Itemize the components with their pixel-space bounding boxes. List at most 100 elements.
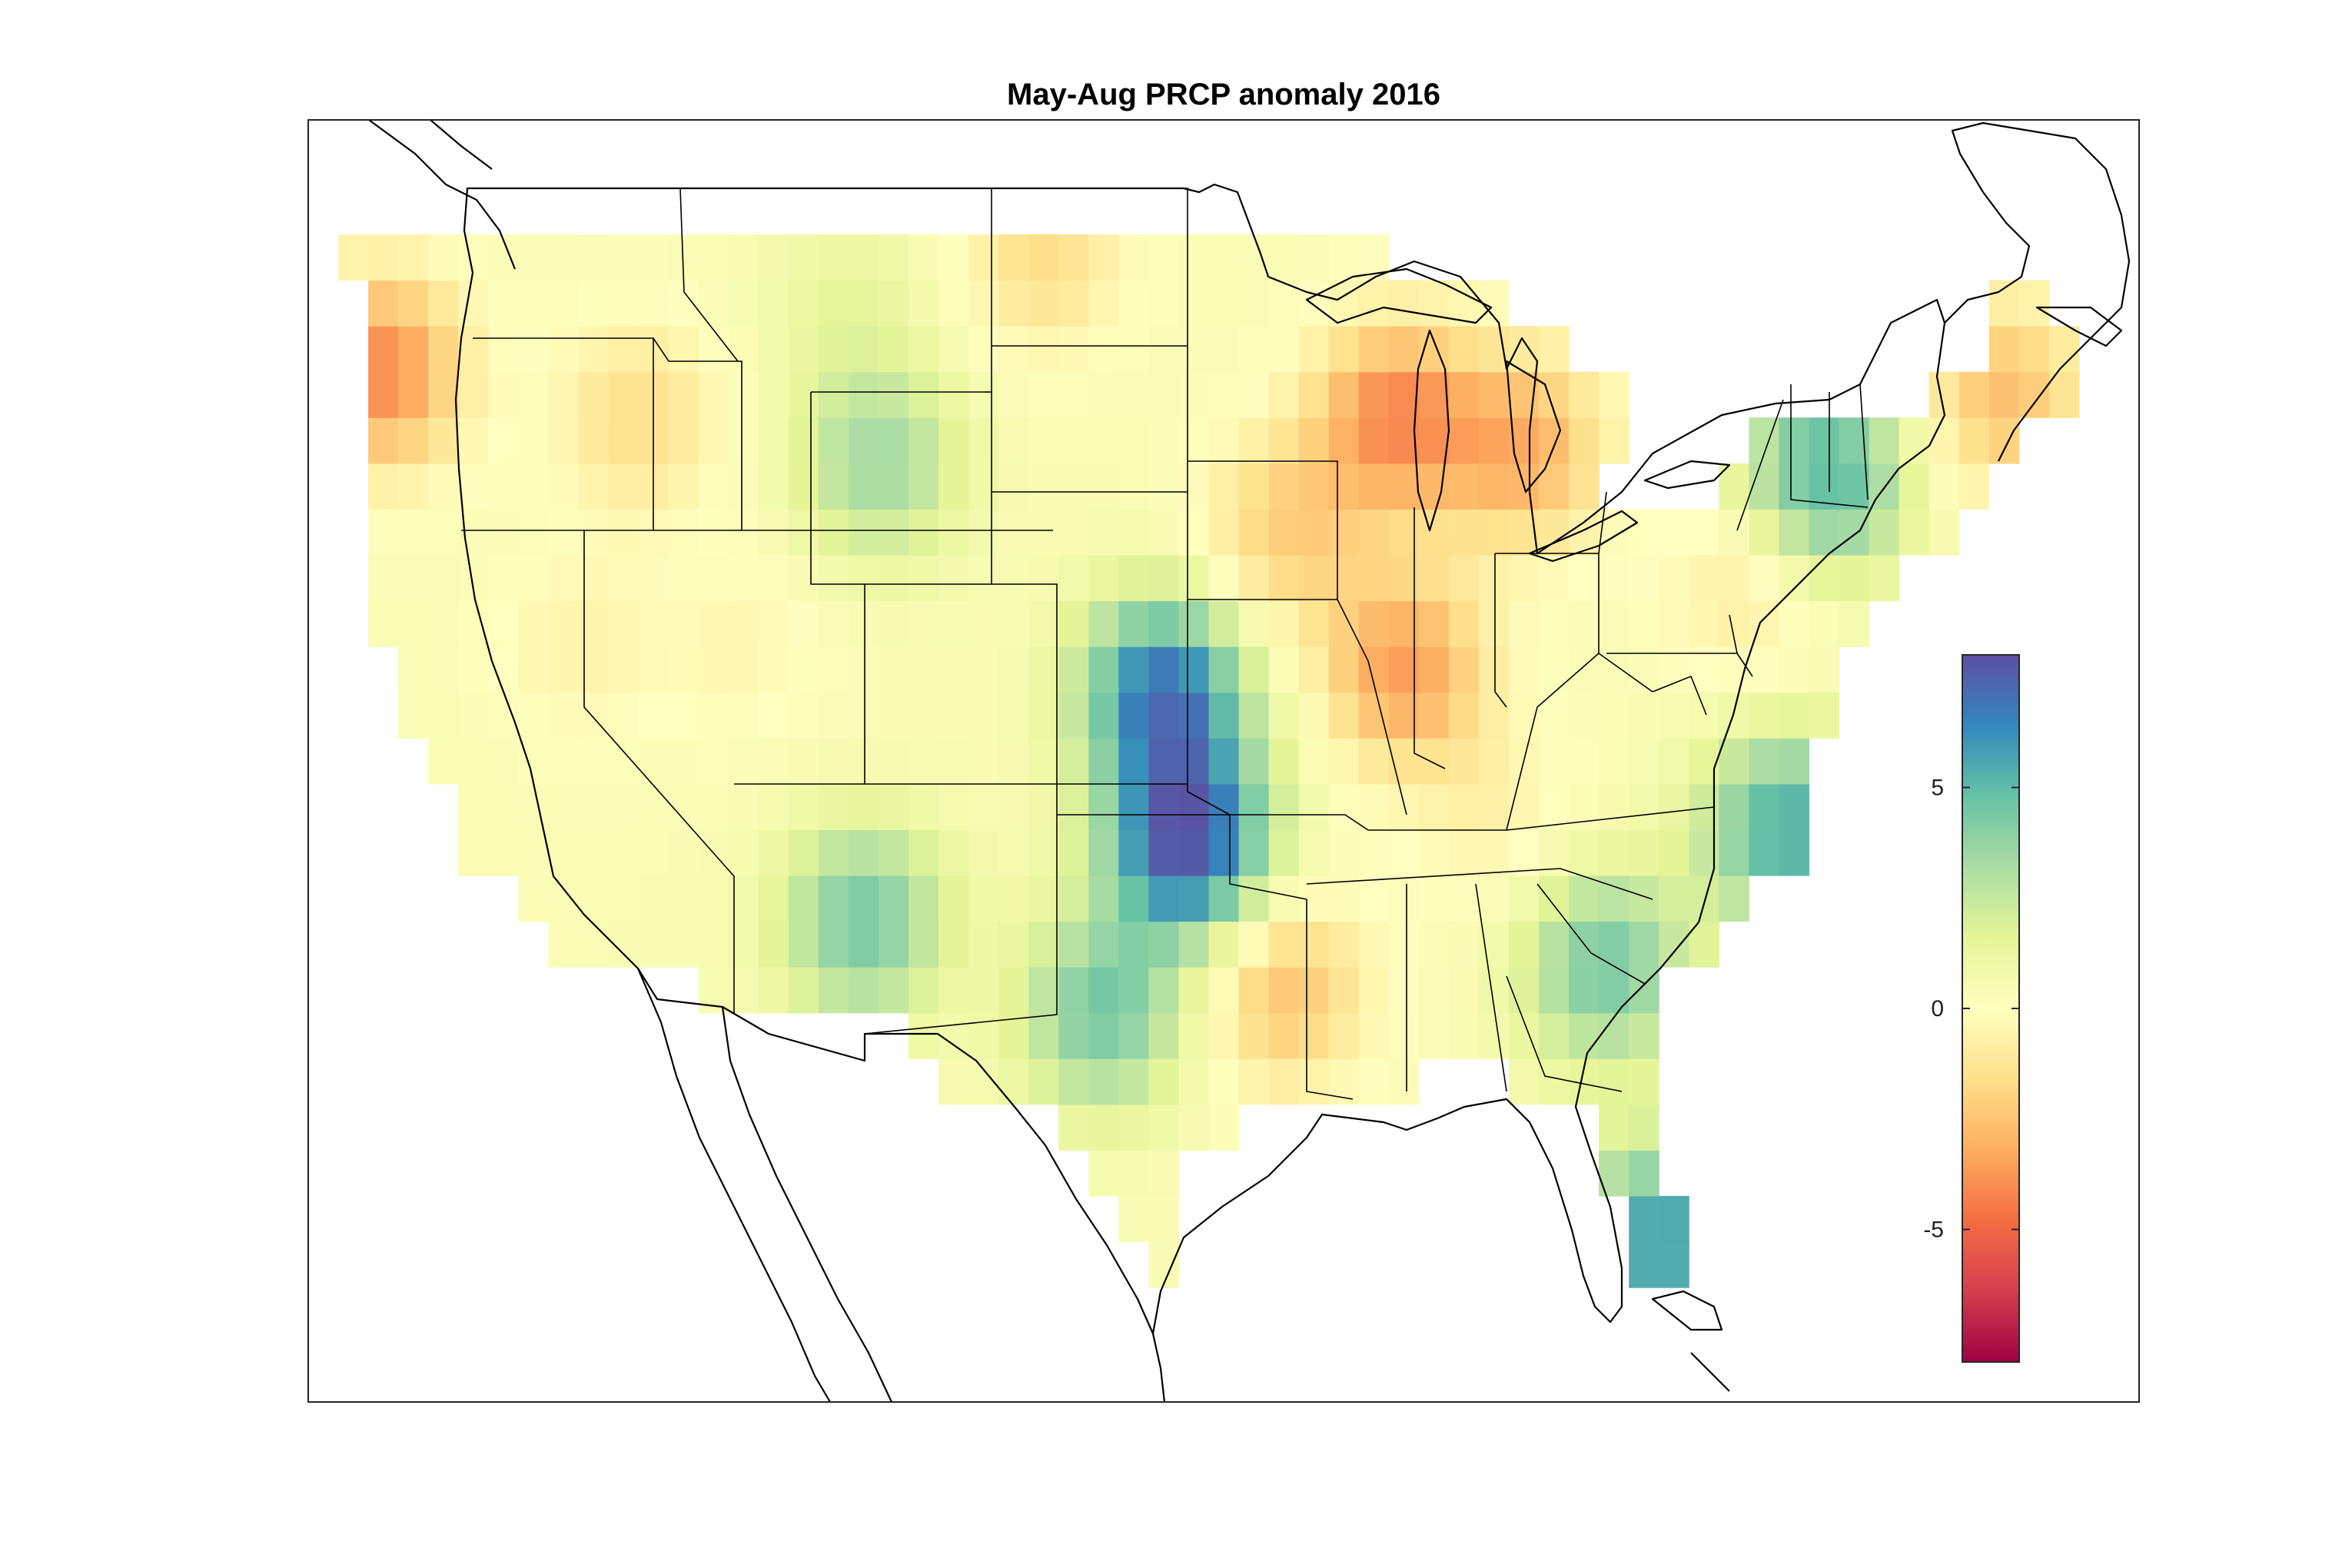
grid-cell (1028, 554, 1059, 602)
grid-cell (1238, 463, 1270, 510)
grid-cell (1058, 371, 1089, 418)
grid-cell (1238, 875, 1270, 922)
grid-cell (1148, 646, 1179, 693)
grid-cell (788, 326, 819, 373)
grid-cell (608, 280, 639, 327)
grid-cell (818, 783, 849, 830)
grid-cell (848, 371, 879, 418)
grid-cell (458, 280, 489, 327)
grid-cell (1509, 692, 1540, 739)
grid-cell (1178, 600, 1209, 647)
grid-cell (848, 967, 879, 1014)
grid-cell (968, 738, 999, 785)
grid-cell (1208, 1104, 1240, 1151)
grid-cell (1418, 1012, 1450, 1059)
lake-ontario (1643, 460, 1731, 490)
grid-cell (1539, 738, 1570, 785)
grid-cell (488, 463, 519, 510)
grid-cell (848, 875, 879, 922)
grid-cell (638, 921, 669, 968)
grid-cell (1629, 600, 1659, 647)
grid-cell (488, 280, 519, 327)
grid-cell (578, 234, 609, 281)
grid-cell (1088, 463, 1119, 510)
grid-cell (1629, 921, 1659, 968)
grid-cell (1418, 600, 1450, 647)
grid-cell (1178, 829, 1209, 876)
grid-cell (368, 509, 399, 556)
grid-cell (1088, 371, 1119, 418)
grid-cell (818, 921, 849, 968)
grid-cell (1178, 417, 1209, 464)
grid-cell (1058, 280, 1089, 327)
grid-cell (1719, 738, 1749, 785)
grid-cell (878, 921, 909, 968)
grid-cell (368, 554, 399, 602)
grid-cell (878, 783, 909, 830)
grid-cell (1268, 875, 1300, 922)
grid-cell (909, 234, 939, 281)
grid-cell (2018, 280, 2050, 327)
grid-cell (818, 463, 849, 510)
grid-cell (1088, 1150, 1119, 1197)
grid-cell (968, 417, 999, 464)
grid-cell (458, 783, 489, 830)
grid-cell (1599, 1104, 1629, 1151)
grid-cell (1988, 417, 2020, 464)
grid-cell (548, 921, 579, 968)
grid-cell (968, 875, 999, 922)
grid-cell (788, 783, 819, 830)
grid-cell (1328, 509, 1360, 556)
grid-cell (608, 371, 639, 418)
grid-cell (1988, 371, 2020, 418)
grid-cell (1088, 1058, 1119, 1105)
grid-cell (1208, 600, 1240, 647)
grid-cell (968, 600, 999, 647)
grid-cell (1148, 921, 1179, 968)
grid-cell (428, 509, 459, 556)
grid-cell (1238, 921, 1270, 968)
grid-cell (1569, 509, 1600, 556)
grid-cell (1358, 692, 1390, 739)
grid-cell (1238, 509, 1270, 556)
grid-cell (1358, 463, 1390, 510)
grid-cell (668, 509, 699, 556)
grid-cell (1148, 1150, 1179, 1197)
grid-cell (1238, 646, 1270, 693)
grid-cell (2018, 326, 2050, 373)
grid-cell (1719, 509, 1749, 556)
grid-cell (608, 692, 639, 739)
grid-cell (909, 600, 939, 647)
grid-cell (1208, 967, 1240, 1014)
grid-cell (488, 646, 519, 693)
grid-cell (998, 554, 1029, 602)
grid-cell (518, 371, 549, 418)
grid-cell (368, 600, 399, 647)
grid-cell (1118, 921, 1149, 968)
grid-cell (1599, 692, 1629, 739)
grid-cell (488, 326, 519, 373)
grid-cell (1118, 1104, 1149, 1151)
grid-cell (848, 692, 879, 739)
grid-cell (518, 600, 549, 647)
grid-cell (788, 280, 819, 327)
grid-cell (1629, 1058, 1659, 1105)
grid-cell (878, 234, 909, 281)
grid-cell (1328, 234, 1360, 281)
grid-cell (2048, 371, 2080, 418)
grid-cell (1118, 829, 1149, 876)
grid-cell (638, 280, 669, 327)
grid-cell (1358, 554, 1390, 602)
grid-cell (1659, 875, 1689, 922)
grid-cell (428, 738, 459, 785)
grid-cell (1298, 692, 1330, 739)
grid-cell (578, 692, 609, 739)
grid-cell (1899, 463, 1930, 510)
grid-cell (998, 326, 1029, 373)
grid-cell (1268, 646, 1300, 693)
chart-title: May-Aug PRCP anomaly 2016 (1007, 78, 1440, 111)
grid-cell (938, 692, 969, 739)
grid-cell (1178, 554, 1209, 602)
grid-cell (998, 829, 1029, 876)
grid-cell (728, 829, 759, 876)
